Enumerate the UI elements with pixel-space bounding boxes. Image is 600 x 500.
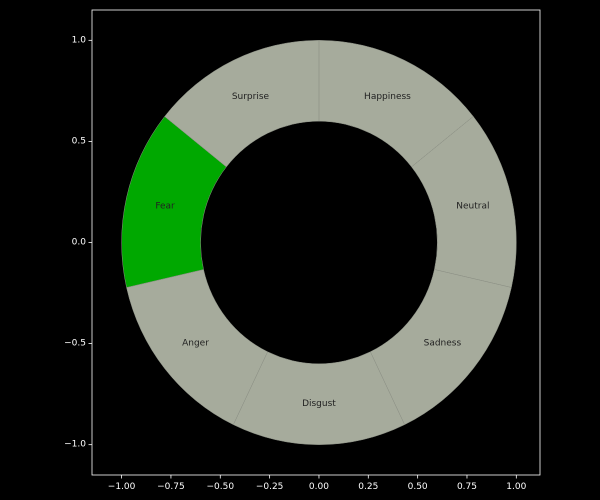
slice-label-sadness: Sadness: [424, 338, 462, 348]
x-tick-label: 0.50: [408, 482, 428, 492]
x-tick-label: −1.00: [108, 482, 136, 492]
x-tick-label: 0.75: [457, 482, 477, 492]
y-tick-label: 0.5: [72, 136, 86, 146]
y-axis-ticks: −1.0 −0.5 0.0 0.5 1.0: [64, 35, 92, 450]
y-tick-label: 1.0: [72, 35, 87, 45]
x-axis-ticks: −1.00 −0.75 −0.50 −0.25 0.00 0.25 0.50 0.75 1.00: [108, 475, 527, 492]
x-tick-label: −0.75: [157, 482, 185, 492]
slice-label-neutral: Neutral: [456, 202, 489, 212]
x-tick-label: −0.50: [206, 482, 234, 492]
slice-label-happiness: Happiness: [364, 92, 411, 102]
x-tick-label: −0.25: [256, 482, 284, 492]
y-tick-label: −0.5: [64, 339, 86, 349]
slice-label-surprise: Surprise: [232, 92, 270, 102]
slice-surprise: [164, 40, 320, 168]
x-tick-label: 1.00: [506, 482, 526, 492]
slice-label-disgust: Disgust: [302, 399, 336, 409]
slice-labels: Happiness Neutral Sadness Disgust Anger Fear S…: [155, 92, 489, 409]
slice-label-fear: Fear: [155, 202, 175, 212]
slice-label-anger: Anger: [182, 338, 209, 348]
x-tick-label: 0.00: [309, 482, 329, 492]
y-tick-label: −1.0: [64, 440, 86, 450]
y-tick-label: 0.0: [72, 238, 87, 248]
x-tick-label: 0.25: [358, 482, 378, 492]
slices: [121, 40, 517, 445]
